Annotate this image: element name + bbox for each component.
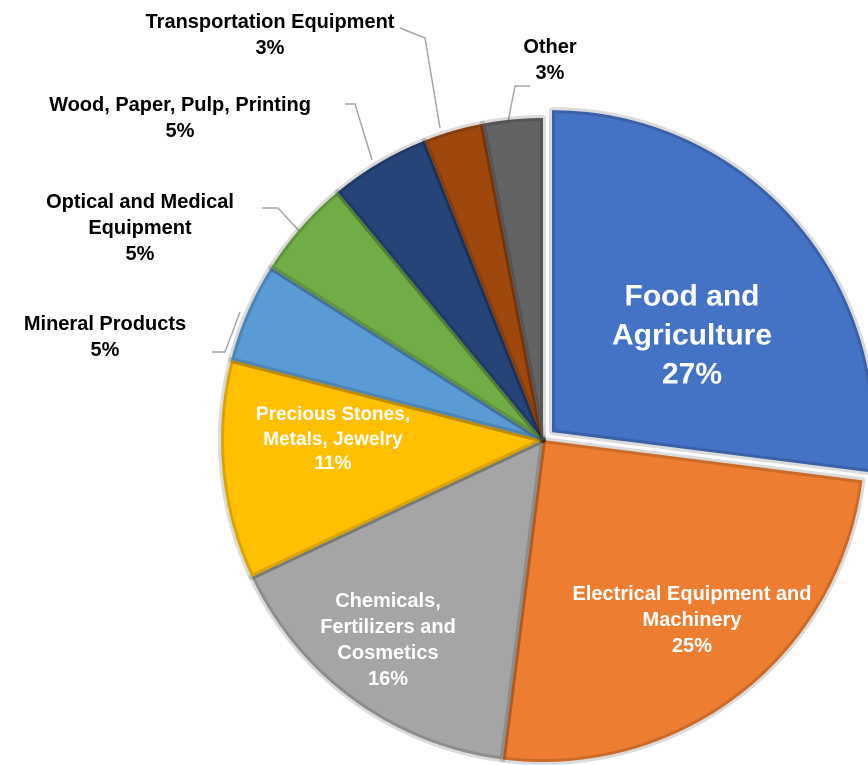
pie-slice	[248, 437, 546, 763]
leader-line	[262, 207, 301, 233]
pie-slice	[549, 107, 868, 476]
slice-name: Food and Agriculture	[611, 279, 773, 352]
slice-name: Other	[523, 36, 577, 58]
slice-name: Precious Stones, Metals, Jewelry	[255, 403, 411, 450]
slice-value: 11%	[314, 453, 352, 475]
slice-name: Wood, Paper, Pulp, Printing	[49, 94, 311, 116]
slice-name: Electrical Equipment and Machinery	[572, 583, 812, 631]
slice-value: 25%	[671, 635, 713, 657]
pie-slice	[499, 437, 866, 765]
slice-value: 5%	[90, 339, 120, 361]
leader-line	[212, 311, 241, 353]
slice-name: Mineral Products	[23, 313, 187, 335]
pie-slice	[334, 137, 546, 443]
slice-name: Optical and Medical Equipment	[46, 191, 234, 239]
slice-label: Precious Stones, Metals, Jewelry 11%	[233, 403, 433, 477]
slice-label: Chemicals, Fertilizers and Cosmetics 16%	[298, 588, 478, 692]
slice-label: Food and Agriculture 27%	[592, 277, 792, 394]
pie-slice	[479, 115, 546, 443]
pie-slice	[268, 188, 546, 443]
pie-slice	[218, 356, 546, 581]
slice-label: Transportation Equipment 3%	[100, 9, 440, 61]
slice-label: Optical and Medical Equipment 5%	[10, 189, 270, 267]
slice-value: 3%	[535, 62, 565, 84]
slice-value: 3%	[255, 37, 285, 59]
slice-value: 5%	[125, 243, 155, 265]
slice-label: Mineral Products 5%	[0, 311, 220, 363]
slice-label: Wood, Paper, Pulp, Printing 5%	[10, 92, 350, 144]
slice-name: Chemicals, Fertilizers and Cosmetics	[320, 590, 456, 664]
slice-value: 5%	[165, 120, 195, 142]
slice-value: 16%	[367, 668, 409, 690]
slice-label: Electrical Equipment and Machinery 25%	[547, 581, 837, 659]
slice-name: Transportation Equipment	[145, 11, 395, 33]
leader-line	[345, 103, 373, 161]
slice-label: Other 3%	[490, 34, 610, 86]
pie-slice	[228, 264, 546, 443]
leader-line	[399, 27, 441, 129]
slice-value: 27%	[661, 357, 723, 391]
leader-line	[507, 85, 530, 123]
pie-slice	[421, 120, 546, 443]
